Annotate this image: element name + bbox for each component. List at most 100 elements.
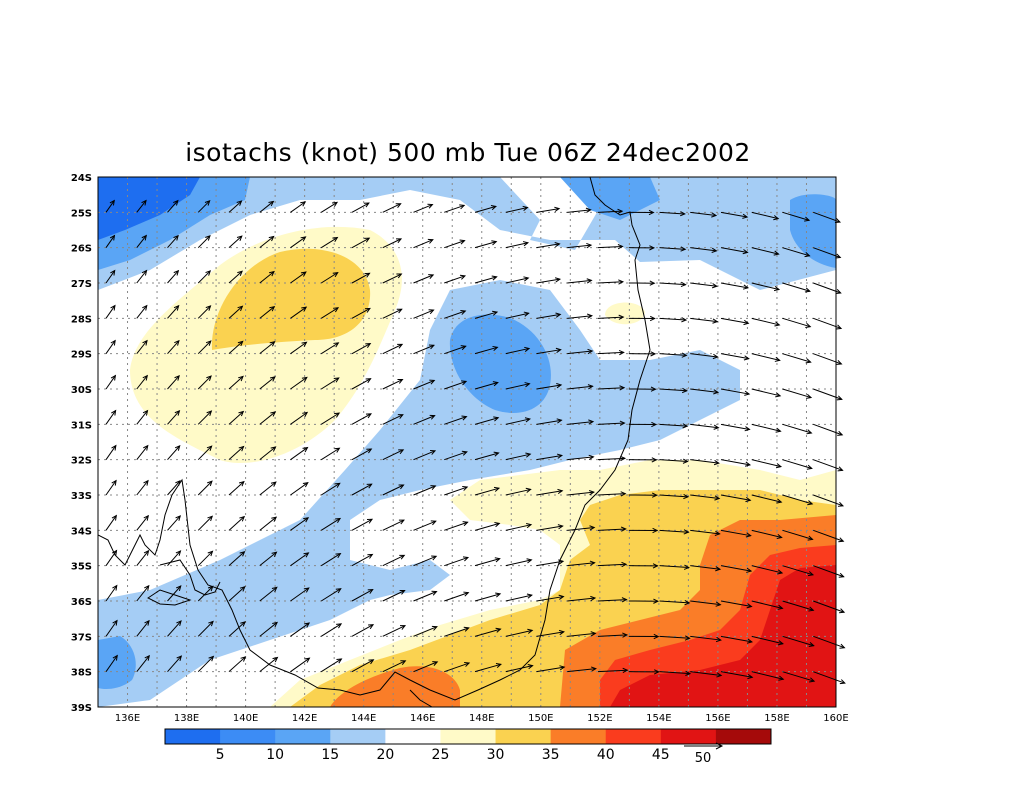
wind-arrow xyxy=(474,451,500,461)
wind-arrow xyxy=(382,625,407,637)
wind-arrow-shaft xyxy=(228,621,246,637)
wind-arrow-shaft xyxy=(597,528,626,531)
wind-arrow xyxy=(290,201,307,213)
wind-arrow-head xyxy=(238,410,245,417)
wind-arrow xyxy=(259,411,277,425)
wind-arrow xyxy=(597,385,626,391)
wind-arrow xyxy=(228,621,246,637)
wind-arrow-head xyxy=(838,572,845,578)
wind-arrow-shaft xyxy=(536,243,560,249)
wind-arrow-head xyxy=(715,636,722,643)
wind-arrow xyxy=(320,517,342,531)
wind-arrow-shaft xyxy=(813,459,843,471)
latitude-label: 25S xyxy=(71,208,92,219)
wind-arrow xyxy=(320,201,339,213)
wind-arrow xyxy=(474,522,501,531)
wind-arrow-shaft xyxy=(659,423,688,427)
wind-arrow-head xyxy=(333,307,340,313)
wind-arrow-shaft xyxy=(351,237,370,249)
wind-arrow-head xyxy=(649,245,656,251)
longitude-label: 150E xyxy=(528,713,553,724)
wind-arrow-shaft xyxy=(505,559,532,567)
wind-arrow-head xyxy=(142,409,149,416)
wind-arrow-shaft xyxy=(167,445,181,460)
wind-arrow-head xyxy=(174,374,180,381)
wind-arrow-head xyxy=(838,537,845,543)
wind-arrow xyxy=(197,585,214,602)
wind-arrow xyxy=(536,418,563,425)
wind-arrow-shaft xyxy=(290,552,309,567)
wind-arrow-head xyxy=(238,375,244,382)
wind-arrow-shaft xyxy=(136,445,149,460)
wind-arrow xyxy=(105,619,118,637)
wind-arrow-shaft xyxy=(320,272,338,284)
wind-arrow xyxy=(597,314,625,320)
wind-arrow xyxy=(351,307,371,319)
wind-arrow xyxy=(413,203,434,213)
wind-arrow-shaft xyxy=(659,247,686,250)
wind-arrow xyxy=(659,493,690,500)
wind-arrow-shaft xyxy=(720,600,752,607)
longitude-label: 160E xyxy=(823,713,848,724)
wind-arrow xyxy=(382,308,403,319)
color-bar-swatch xyxy=(220,729,276,744)
wind-arrow-head xyxy=(590,666,597,672)
wind-arrow xyxy=(413,661,439,673)
wind-arrow xyxy=(259,481,277,496)
wind-arrow xyxy=(505,382,531,390)
color-bar-label: 5 xyxy=(216,747,225,763)
wind-arrow xyxy=(382,589,406,602)
wind-arrow-shaft xyxy=(136,375,148,390)
wind-arrow-head xyxy=(493,486,501,492)
wind-arrow-head xyxy=(236,235,243,241)
wind-arrow xyxy=(628,280,656,286)
latitude-label: 26S xyxy=(71,244,92,255)
wind-arrow-shaft xyxy=(474,558,500,567)
wind-arrow-shaft xyxy=(136,655,150,672)
wind-arrow-shaft xyxy=(536,278,560,284)
reference-vector: 50 xyxy=(684,742,724,766)
wind-arrow xyxy=(751,282,781,292)
wind-arrow-shaft xyxy=(167,480,181,496)
wind-arrow-shaft xyxy=(505,277,529,284)
wind-arrow-head xyxy=(807,535,814,541)
wind-arrow xyxy=(474,592,502,602)
wind-arrow-shaft xyxy=(659,317,687,321)
wind-arrow-head xyxy=(271,551,278,557)
wind-arrow-shaft xyxy=(105,445,117,460)
wind-arrow xyxy=(690,671,723,678)
wind-arrow-shaft xyxy=(567,632,596,637)
wind-arrow-head xyxy=(238,480,245,487)
wind-arrow xyxy=(659,423,689,429)
wind-arrow-head xyxy=(302,411,309,418)
wind-arrow xyxy=(659,387,688,394)
wind-arrow-head xyxy=(270,411,277,417)
wind-arrow xyxy=(597,420,626,426)
wind-arrow-shaft xyxy=(259,551,277,567)
latitude-label: 35S xyxy=(71,562,92,573)
wind-arrow-head xyxy=(556,453,564,459)
wind-arrow-head xyxy=(175,480,181,486)
wind-arrow-shaft xyxy=(782,494,813,505)
wind-arrow-shaft xyxy=(228,270,243,284)
wind-arrow-head xyxy=(462,521,469,527)
wind-arrow xyxy=(782,317,812,328)
wind-arrow-shaft xyxy=(474,628,501,637)
wind-arrow xyxy=(197,340,212,355)
wind-arrow xyxy=(659,635,691,641)
wind-arrow-shaft xyxy=(751,353,780,361)
wind-arrow-head xyxy=(495,592,502,598)
wind-arrow xyxy=(228,235,243,249)
wind-arrow xyxy=(567,490,595,496)
wind-arrow-shaft xyxy=(228,305,243,319)
wind-arrow-head xyxy=(237,340,244,347)
wind-arrow-head xyxy=(836,395,843,401)
wind-arrow xyxy=(813,423,844,436)
wind-arrow-shaft xyxy=(505,418,530,425)
longitude-label: 152E xyxy=(587,713,612,724)
wind-arrow-head xyxy=(555,312,562,318)
wind-arrow xyxy=(290,587,310,602)
wind-arrow-head xyxy=(175,550,182,556)
wind-arrow-head xyxy=(272,621,279,628)
wind-arrow-shaft xyxy=(167,585,182,602)
